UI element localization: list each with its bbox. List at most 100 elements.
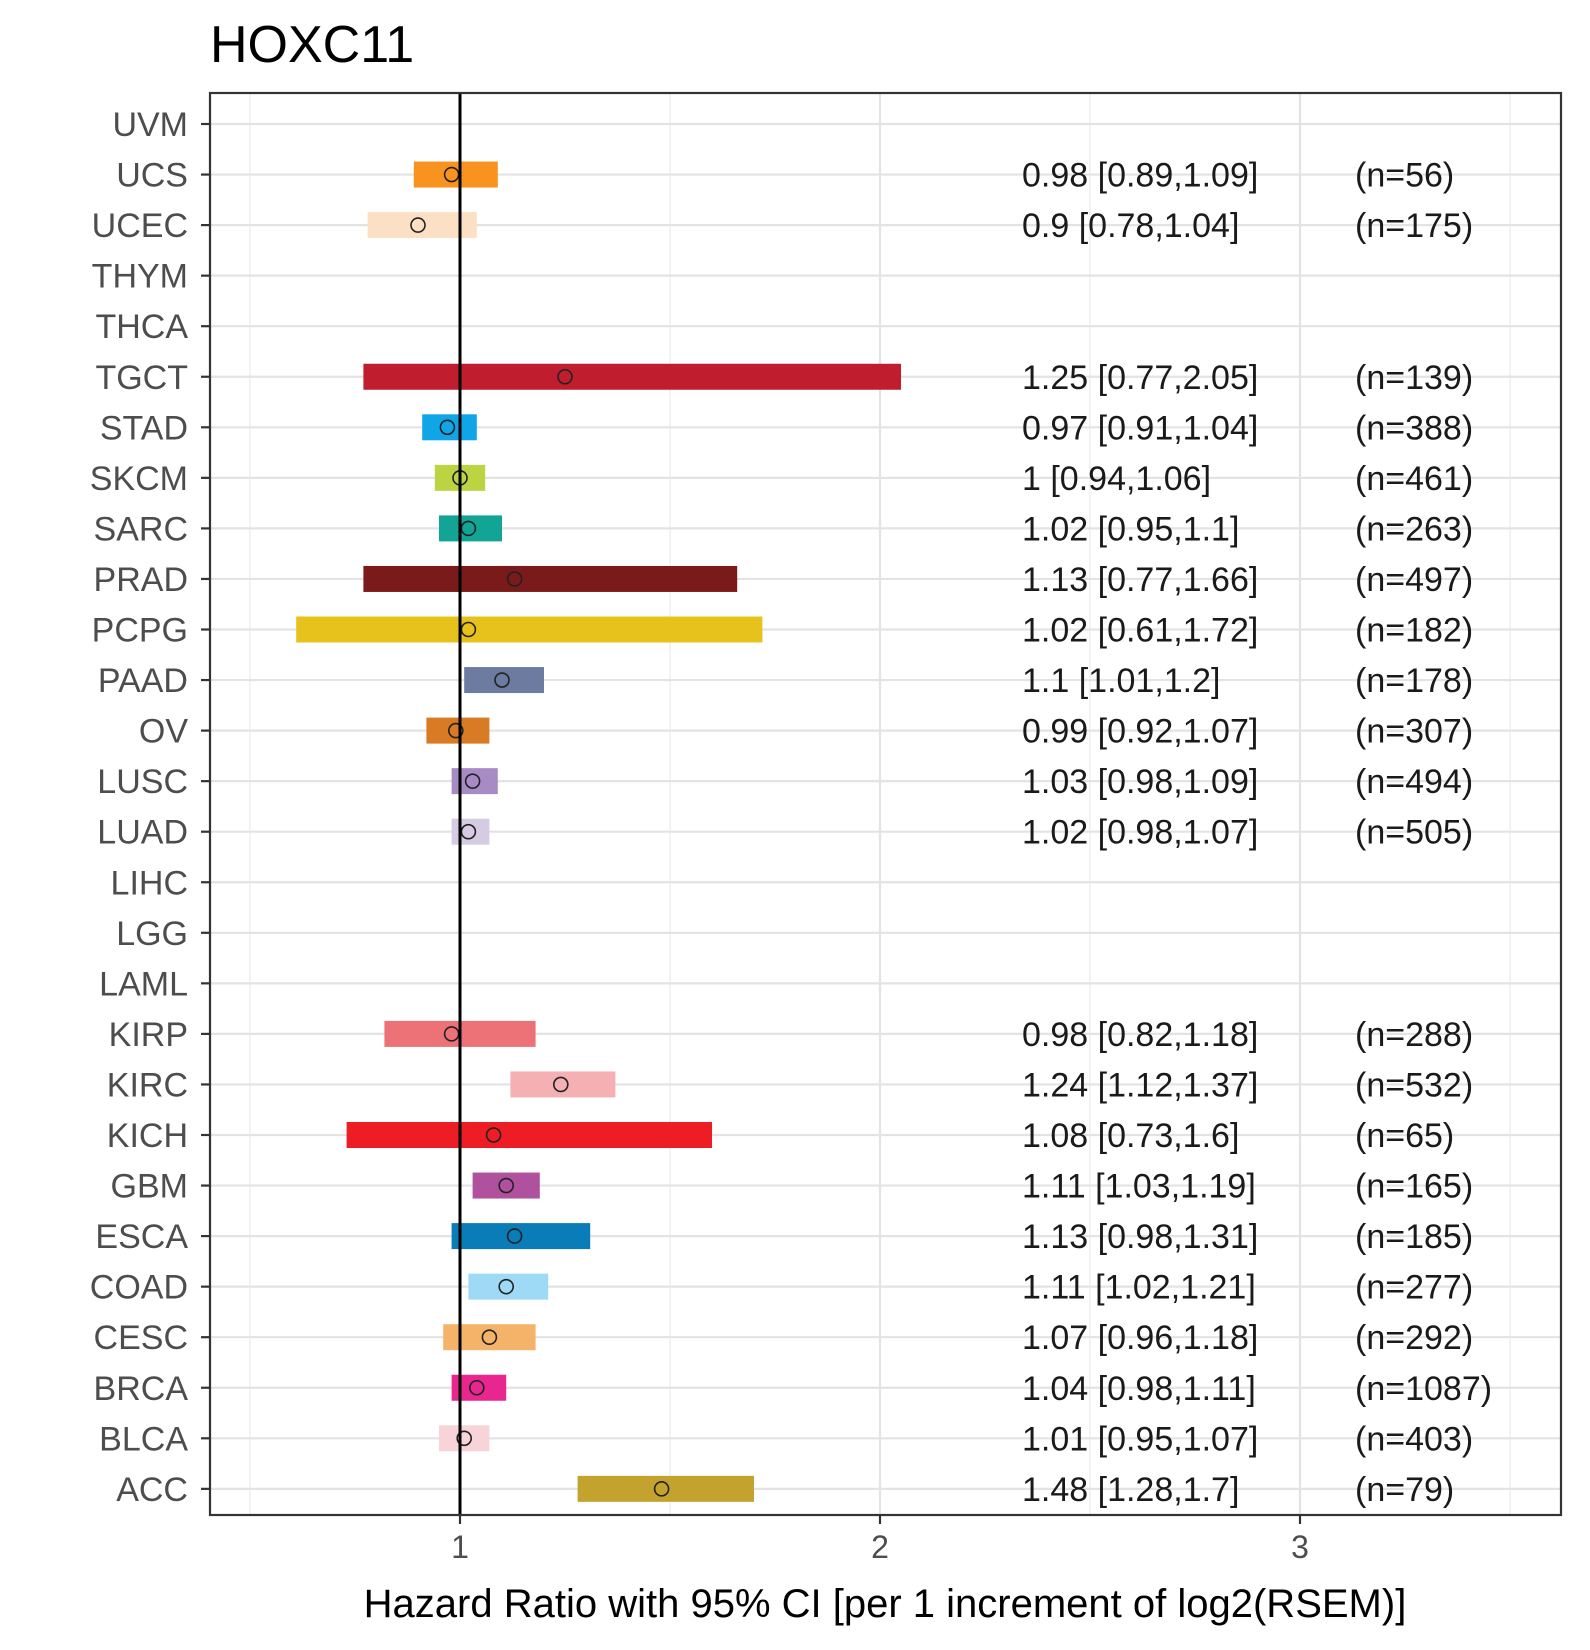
hr-point-acc [653, 1481, 670, 1497]
sample-size-label-kirc: (n=532) [1355, 1066, 1473, 1104]
hr-point-ov [447, 722, 464, 739]
sample-size-label-blca: (n=403) [1355, 1420, 1473, 1458]
hr-point-ucec [410, 217, 426, 233]
hr-ci-label-kirc: 1.24 [1.12,1.37] [1022, 1066, 1258, 1104]
x-tick-label: 3 [1291, 1529, 1309, 1565]
sample-size-label-luad: (n=505) [1355, 814, 1473, 852]
category-label-blca: BLCA [99, 1420, 188, 1458]
hr-point-kich [485, 1127, 502, 1143]
hr-point-prad [506, 571, 523, 587]
category-label-lihc: LIHC [111, 864, 188, 902]
hr-ci-label-cesc: 1.07 [0.96,1.18] [1022, 1319, 1258, 1357]
chart-title: HOXC11 [210, 16, 414, 74]
category-label-laml: LAML [99, 965, 188, 1003]
category-label-brca: BRCA [94, 1370, 189, 1408]
hr-ci-label-coad: 1.11 [1.02,1.21] [1022, 1269, 1256, 1307]
hr-point-esca [506, 1228, 523, 1244]
hr-point-gbm [498, 1177, 515, 1194]
sample-size-label-ucs: (n=56) [1355, 157, 1454, 195]
ci-bar-acc [577, 1475, 754, 1502]
category-label-ucec: UCEC [92, 207, 188, 245]
ci-bar-tgct [363, 363, 901, 390]
category-label-coad: COAD [90, 1269, 188, 1307]
category-label-tgct: TGCT [95, 359, 188, 397]
category-label-cesc: CESC [94, 1319, 188, 1357]
category-label-prad: PRAD [94, 561, 188, 599]
sample-size-label-sarc: (n=263) [1355, 510, 1473, 548]
hr-ci-label-pcpg: 1.02 [0.61,1.72] [1022, 612, 1258, 650]
hr-ci-label-skcm: 1 [0.94,1.06] [1022, 460, 1211, 498]
hr-ci-label-brca: 1.04 [0.98,1.11] [1022, 1370, 1256, 1408]
hr-ci-label-sarc: 1.02 [0.95,1.1] [1022, 510, 1239, 548]
bars-layer [296, 161, 901, 1502]
hr-point-stad [439, 419, 456, 436]
hr-point-kirc [552, 1076, 569, 1093]
sample-size-label-acc: (n=79) [1355, 1471, 1454, 1509]
hr-ci-label-acc: 1.48 [1.28,1.7] [1022, 1471, 1239, 1509]
ci-bar-ov [426, 717, 490, 744]
sample-size-label-esca: (n=185) [1355, 1218, 1473, 1256]
x-tick-label: 2 [871, 1529, 889, 1565]
category-label-lgg: LGG [116, 915, 188, 953]
hr-point-cesc [481, 1329, 498, 1345]
annotations: 0.98 [0.89,1.09] (n=56) 0.9 [0.78,1.04] (n=… [1022, 157, 1492, 1509]
sample-size-label-brca: (n=1087) [1355, 1370, 1492, 1408]
sample-size-label-ov: (n=307) [1355, 713, 1473, 751]
ci-bar-kirc [510, 1071, 616, 1098]
category-label-kirc: KIRC [107, 1066, 188, 1104]
hr-ci-label-blca: 1.01 [0.95,1.07] [1022, 1420, 1258, 1458]
sample-size-label-tgct: (n=139) [1355, 359, 1473, 397]
sample-size-label-lusc: (n=494) [1355, 763, 1473, 801]
category-label-pcpg: PCPG [92, 612, 188, 650]
category-label-esca: ESCA [95, 1218, 188, 1256]
ci-bar-blca [439, 1425, 490, 1452]
hr-ci-label-kich: 1.08 [0.73,1.6] [1022, 1117, 1239, 1155]
grid-layer [210, 93, 1561, 1515]
hr-ci-label-gbm: 1.11 [1.03,1.19] [1022, 1168, 1256, 1206]
hr-point-tgct [557, 368, 573, 385]
category-label-lusc: LUSC [97, 763, 188, 801]
category-label-luad: LUAD [97, 814, 188, 852]
category-label-ov: OV [139, 713, 188, 751]
category-label-thym: THYM [92, 258, 188, 296]
category-label-skcm: SKCM [90, 460, 188, 498]
hr-ci-label-ucs: 0.98 [0.89,1.09] [1022, 157, 1258, 195]
hr-ci-label-ov: 0.99 [0.92,1.07] [1022, 713, 1258, 751]
hr-ci-label-prad: 1.13 [0.77,1.66] [1022, 561, 1258, 599]
sample-size-label-skcm: (n=461) [1355, 460, 1473, 498]
hr-ci-label-stad: 0.97 [0.91,1.04] [1022, 409, 1258, 447]
sample-size-label-cesc: (n=292) [1355, 1319, 1473, 1357]
hr-point-brca [468, 1379, 485, 1396]
category-label-gbm: GBM [111, 1168, 188, 1206]
category-label-uvm: UVM [112, 106, 188, 144]
hr-ci-label-ucec: 0.9 [0.78,1.04] [1022, 207, 1239, 245]
ci-bar-luad [451, 818, 490, 845]
ci-bar-ucs [413, 161, 498, 188]
x-axis-title: Hazard Ratio with 95% CI [per 1 incremen… [364, 1582, 1407, 1626]
category-labels: UVM UCS UCEC THYM THCA TGCT STAD SKCM SARC PRAD PC… [90, 106, 210, 1509]
ci-bar-gbm [472, 1172, 540, 1199]
sample-size-label-prad: (n=497) [1355, 561, 1473, 599]
ci-bar-coad [468, 1273, 549, 1300]
hr-ci-label-paad: 1.1 [1.01,1.2] [1022, 662, 1221, 700]
sample-size-label-kich: (n=65) [1355, 1117, 1454, 1155]
category-label-kich: KICH [107, 1117, 188, 1155]
x-axis-ticks: 1 2 3 [451, 1515, 1309, 1565]
sample-size-label-ucec: (n=175) [1355, 207, 1473, 245]
category-label-sarc: SARC [94, 510, 188, 548]
sample-size-label-paad: (n=178) [1355, 662, 1473, 700]
points-layer [410, 166, 670, 1497]
x-tick-label: 1 [451, 1529, 469, 1565]
hr-point-lusc [464, 773, 481, 789]
ci-bar-stad [422, 414, 477, 441]
sample-size-label-pcpg: (n=182) [1355, 612, 1473, 650]
plot-background [210, 93, 1561, 1515]
category-label-thca: THCA [95, 308, 188, 346]
sample-size-label-stad: (n=388) [1355, 409, 1473, 447]
category-label-ucs: UCS [116, 157, 188, 195]
category-label-paad: PAAD [98, 662, 188, 700]
ci-bar-paad [464, 667, 544, 694]
hr-point-blca [456, 1430, 473, 1447]
